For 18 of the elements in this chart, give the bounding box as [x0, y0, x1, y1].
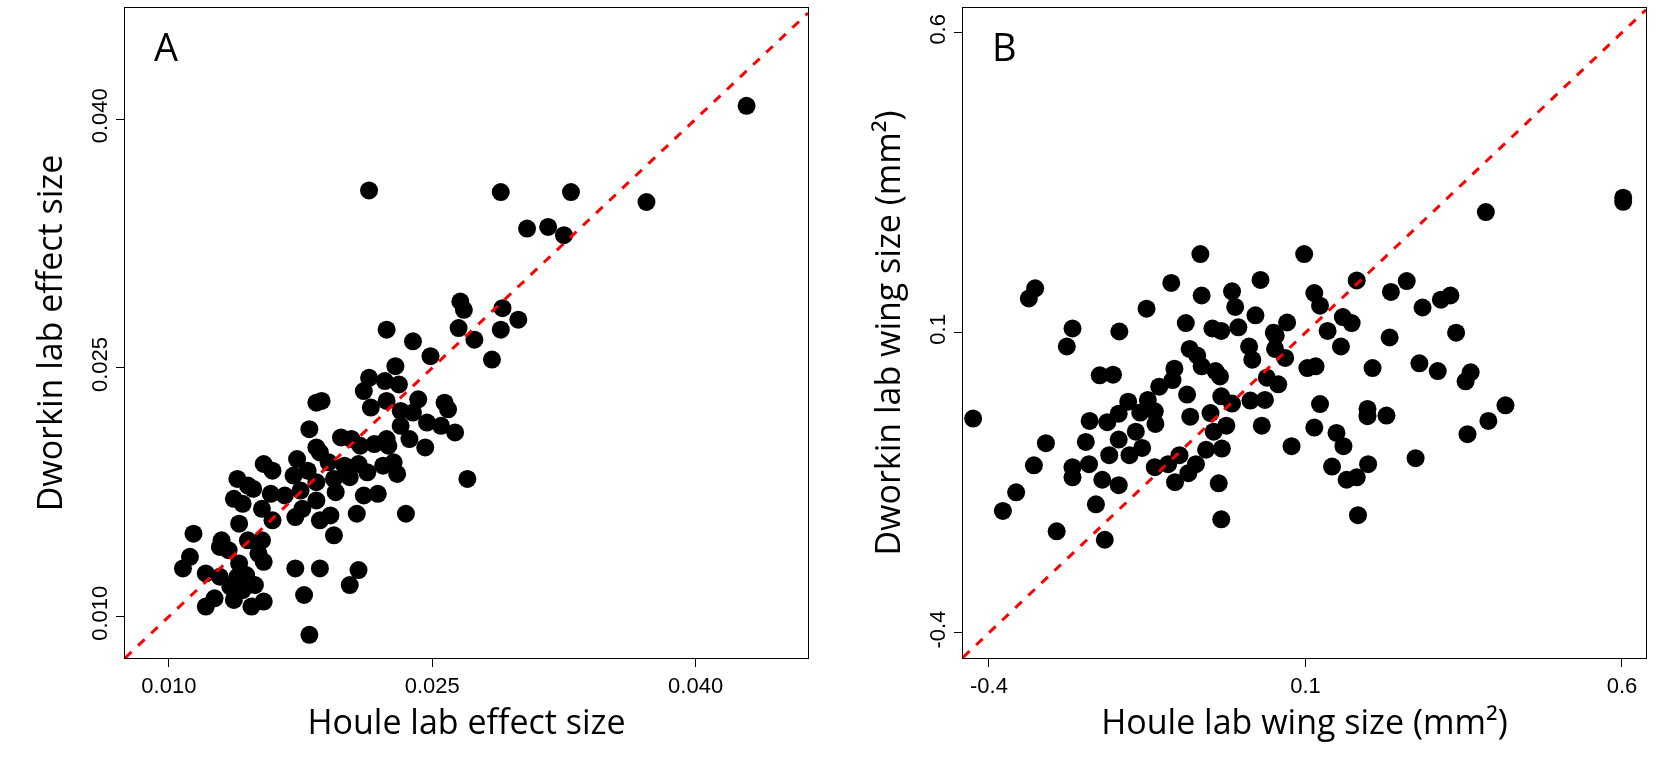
x-tick-label: 0.010	[141, 673, 197, 699]
x-axis-title: Houle lab wing size (mm²)	[1101, 698, 1508, 745]
x-axis-title: Houle lab effect size	[307, 698, 626, 745]
y-tick-label: 0.1	[925, 314, 951, 345]
x-tick-label: 0.1	[1290, 673, 1321, 699]
y-axis-title: Dworkin lab wing size (mm²)	[863, 110, 910, 556]
x-tick-label: 0.6	[1606, 673, 1638, 699]
chart-title: A	[154, 20, 179, 72]
x-tick-label: -0.4	[969, 673, 1008, 699]
x-tick-label: 0.040	[668, 673, 724, 699]
y-axis-title: Dworkin lab effect size	[25, 154, 72, 512]
y-tick-label: 0.6	[925, 14, 951, 45]
y-tick-label: 0.040	[87, 88, 113, 144]
y-tick-label: 0.010	[87, 585, 113, 641]
y-tick-label: 0.025	[87, 336, 113, 393]
x-tick-label: 0.025	[404, 673, 460, 699]
chart-title: B	[992, 20, 1017, 72]
y-tick-label: -0.4	[925, 610, 951, 649]
